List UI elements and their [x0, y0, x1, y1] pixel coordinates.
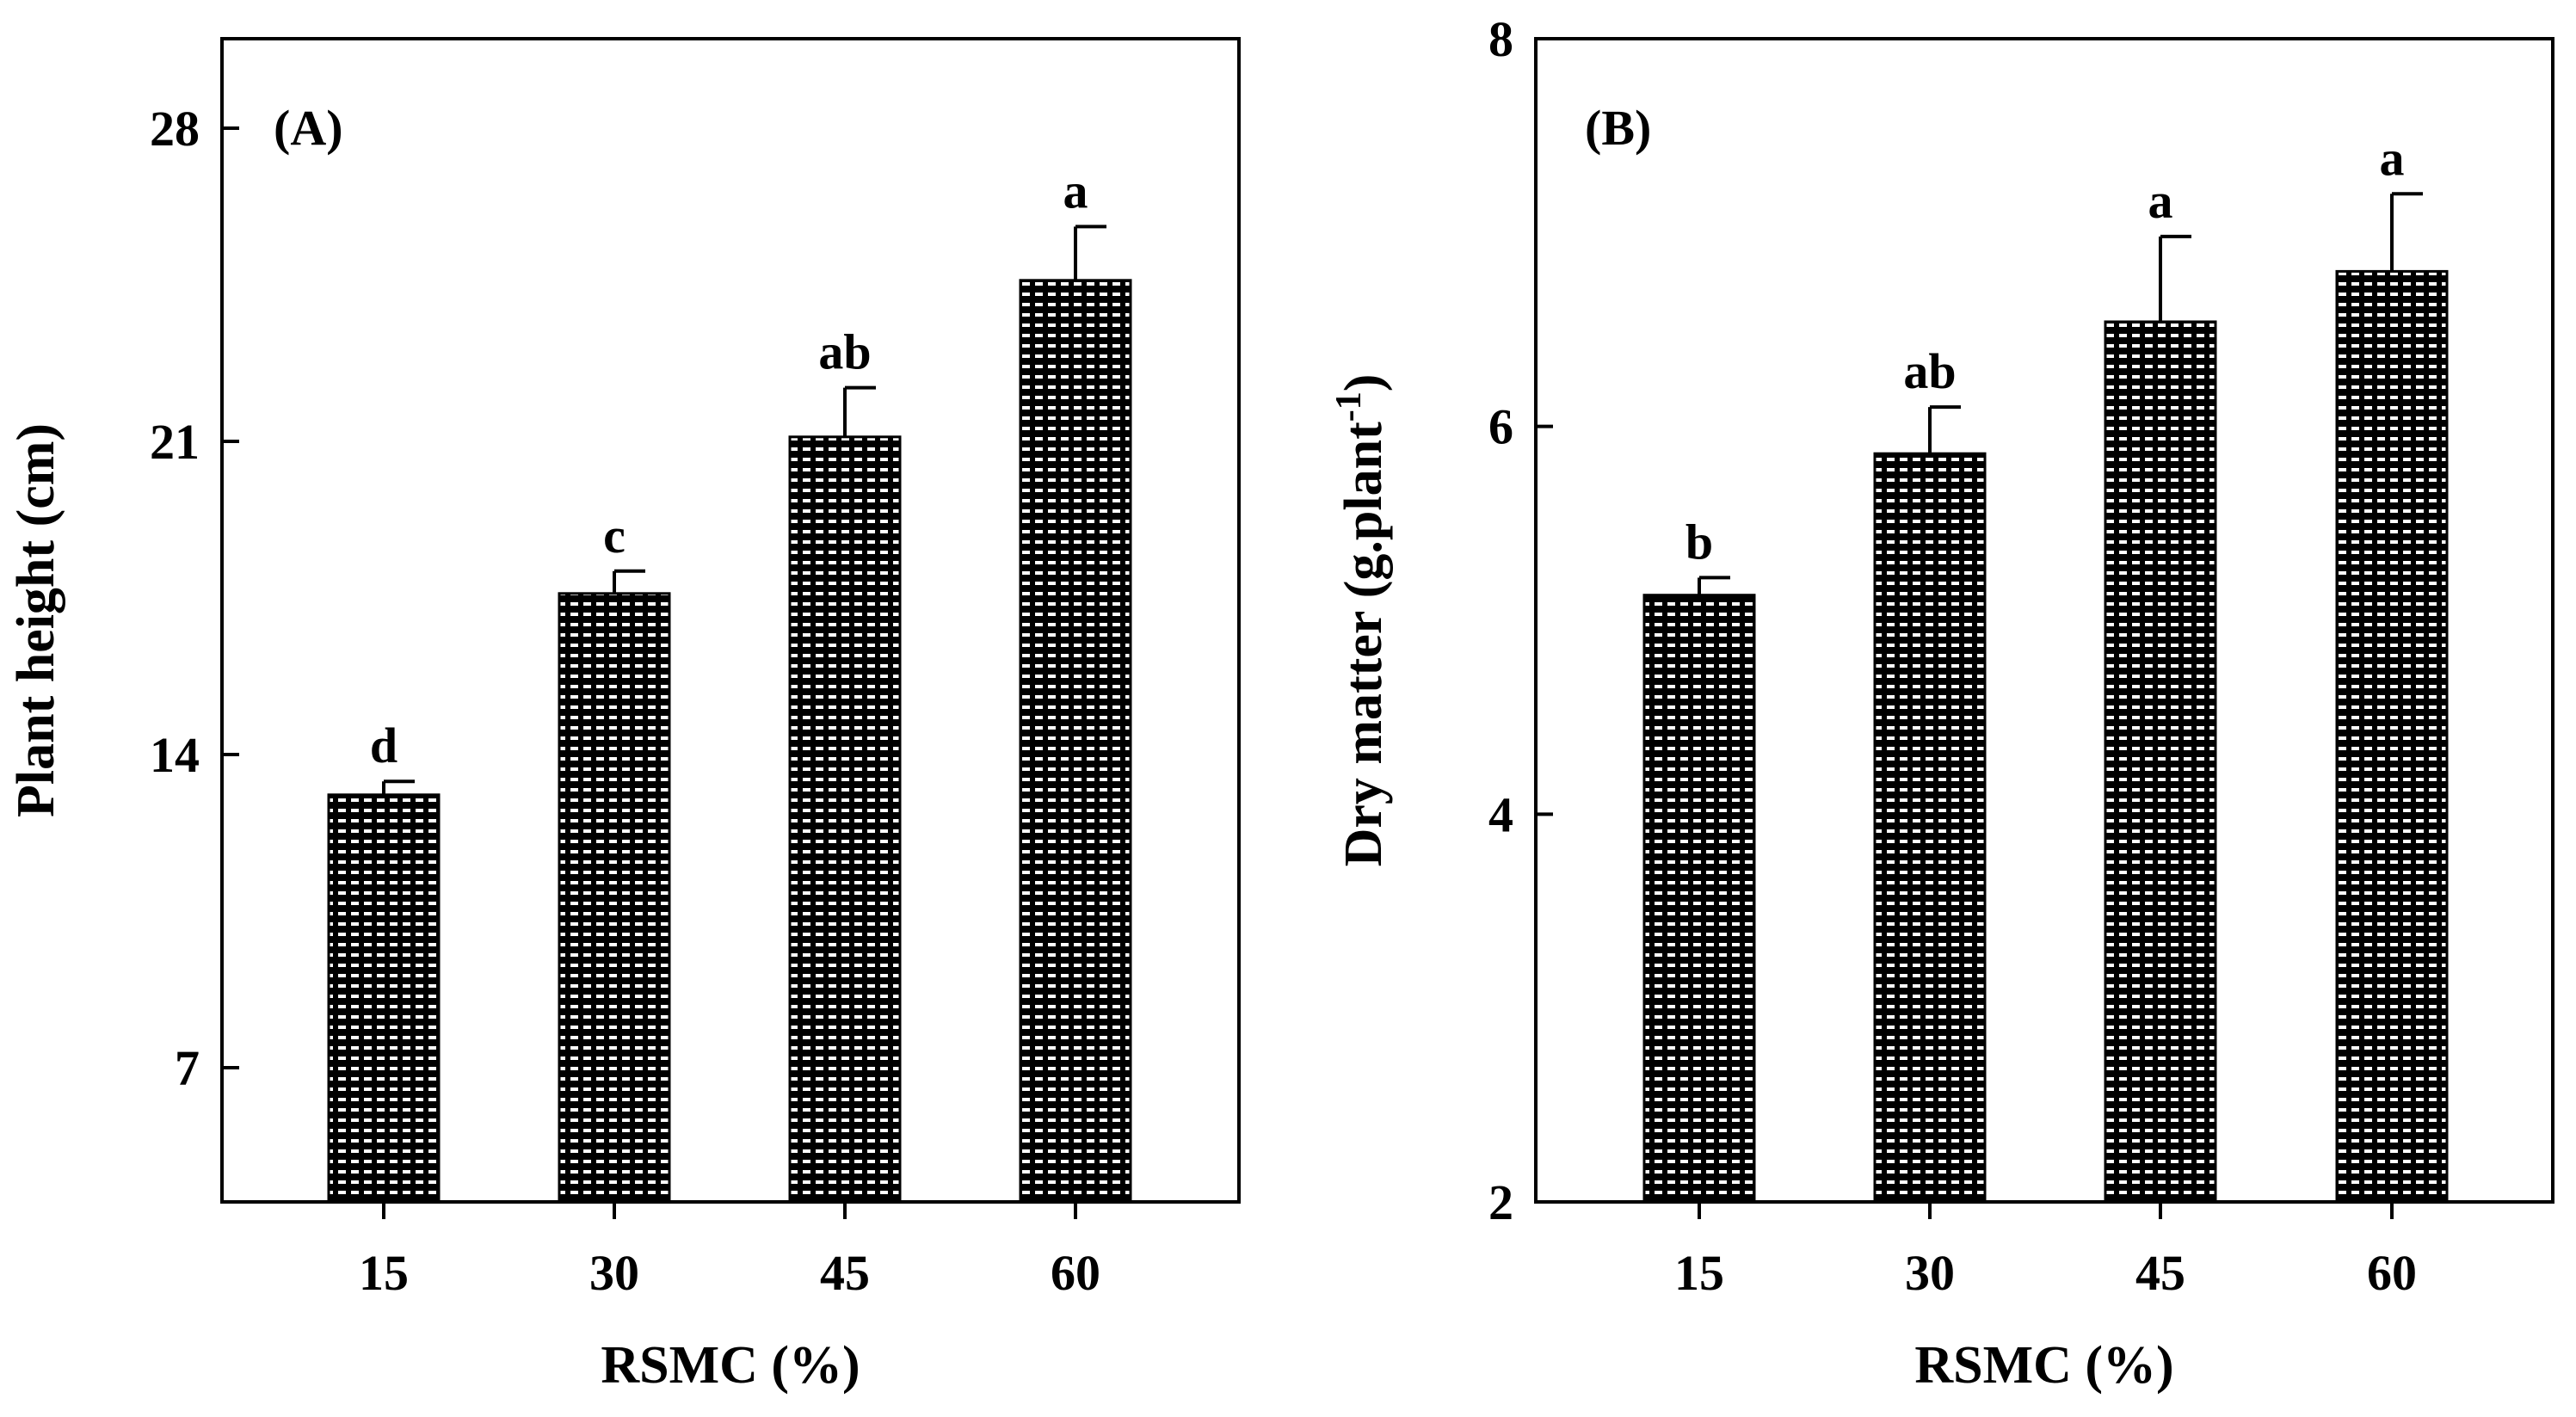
panel-b-y-axis-title-sup: -1	[1329, 391, 1369, 422]
panel-b-x-tick-label: 45	[2135, 1245, 2185, 1301]
panel-a-x-tick-label: 60	[1051, 1245, 1100, 1301]
panel-a-chart: (A) RSMC (%) Plant height (cm) 7 14 21 28 1…	[7, 37, 1241, 1395]
panel-b-bar-45	[2104, 320, 2217, 1204]
panel-a-y-tick-label: 14	[150, 727, 200, 783]
panel-b-x-tick-label: 30	[1905, 1245, 1955, 1301]
panel-a-label: (A)	[274, 100, 343, 156]
panel-a-significance-label-60: a	[1063, 163, 1088, 219]
panel-b-y-tick-label: 2	[1488, 1174, 1513, 1230]
panel-b-y-tick-label: 6	[1488, 399, 1513, 455]
panel-a-bar-45	[788, 435, 902, 1204]
panel-a-x-tick-label: 30	[589, 1245, 639, 1301]
panel-b-y-axis-title: Dry matter (g.plant-1)	[1329, 374, 1393, 867]
panel-b-significance-label-60: a	[2380, 130, 2405, 186]
panel-b-bar-15	[1642, 594, 1756, 1204]
panel-a-x-tick-label: 15	[359, 1245, 409, 1301]
panel-b-x-tick-label: 15	[1674, 1245, 1724, 1301]
panel-a-significance-label-30: c	[603, 508, 626, 564]
panel-b-y-tick-label: 4	[1488, 786, 1513, 842]
panel-a-significance-label-45: ab	[818, 324, 871, 380]
panel-b-plot-frame	[1534, 37, 2554, 1204]
panel-a-bar-15	[327, 793, 441, 1204]
panel-b-significance-label-45: a	[2148, 173, 2173, 229]
panel-b-bar-60	[2335, 269, 2449, 1204]
panel-b-y-tick-label: 8	[1488, 11, 1513, 67]
panel-a-bar-60	[1019, 279, 1132, 1204]
panel-a-bar-30	[558, 592, 671, 1204]
panel-b-x-axis-title: RSMC (%)	[1914, 1336, 2173, 1395]
panel-a-plot-frame	[220, 37, 1241, 1204]
panel-b-label: (B)	[1585, 100, 1651, 156]
panel-a-significance-label-15: d	[370, 718, 397, 773]
panel-a-y-axis-title: Plant height (cm)	[7, 423, 65, 817]
panel-b-significance-label-15: b	[1685, 514, 1713, 570]
panel-b-x-tick-label: 60	[2367, 1245, 2417, 1301]
panel-b-y-axis-title-main: Dry matter (g.plant	[1334, 422, 1393, 866]
panel-b-chart: (B) RSMC (%) Dry matter (g.plant-1) 2 4 6 8…	[1329, 11, 2554, 1395]
panel-a-x-tick-label: 45	[820, 1245, 870, 1301]
panel-b-bar-30	[1873, 452, 1987, 1204]
panel-a-x-axis-title: RSMC (%)	[601, 1336, 860, 1395]
panel-a-y-tick-label: 21	[150, 414, 200, 470]
panel-a-y-tick-label: 7	[175, 1040, 200, 1096]
panel-b-significance-label-30: ab	[1903, 343, 1956, 399]
panel-a-y-tick-label: 28	[150, 101, 200, 157]
panel-b-y-axis-title-end: )	[1334, 374, 1393, 392]
